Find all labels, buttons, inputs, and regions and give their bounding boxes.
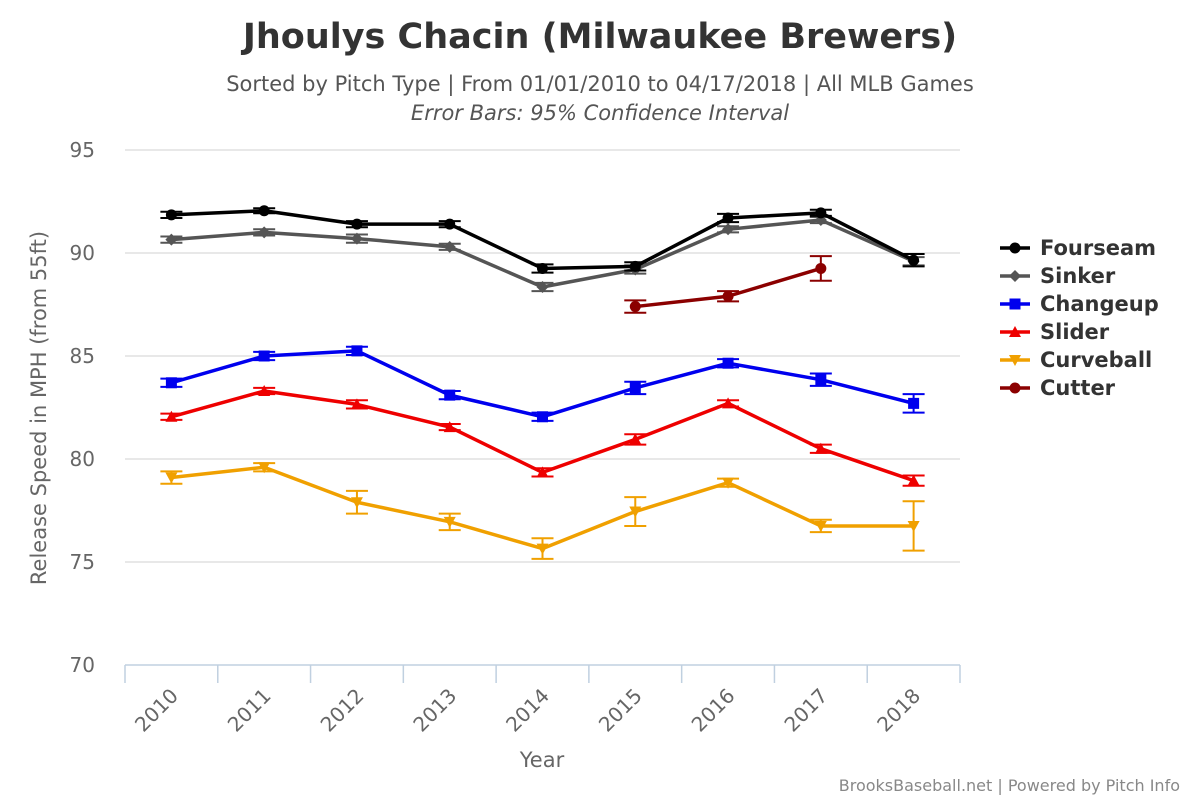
- data-point[interactable]: [814, 520, 827, 532]
- data-point[interactable]: [165, 209, 177, 221]
- data-point[interactable]: [629, 260, 641, 272]
- series-curveball: [160, 462, 925, 560]
- data-point[interactable]: [165, 410, 178, 422]
- legend-label: Cutter: [1040, 376, 1116, 400]
- x-tick-label: 2015: [594, 684, 647, 737]
- data-point[interactable]: [536, 543, 549, 555]
- y-tick-label: 80: [70, 447, 95, 471]
- data-point[interactable]: [722, 223, 735, 236]
- legend-marker[interactable]: [1009, 298, 1021, 310]
- data-point[interactable]: [165, 233, 178, 246]
- data-point[interactable]: [537, 411, 548, 423]
- y-tick-label: 75: [70, 550, 95, 574]
- legend-label: Changeup: [1040, 292, 1159, 316]
- legend-marker[interactable]: [1009, 270, 1021, 282]
- data-point[interactable]: [444, 389, 456, 401]
- data-point[interactable]: [258, 350, 270, 362]
- data-point[interactable]: [629, 506, 642, 518]
- legend-label: Sinker: [1040, 264, 1116, 288]
- legend-item-cutter[interactable]: Cutter: [1000, 376, 1116, 400]
- data-point[interactable]: [350, 398, 363, 410]
- y-tick-label: 70: [70, 653, 95, 677]
- legend-label: Slider: [1040, 320, 1110, 344]
- x-tick-label: 2011: [223, 684, 276, 737]
- credit-text[interactable]: BrooksBaseball.net | Powered by Pitch In…: [839, 776, 1180, 795]
- legend-marker[interactable]: [1009, 326, 1021, 337]
- data-point[interactable]: [722, 397, 735, 409]
- x-tick-label: 2016: [687, 684, 740, 737]
- data-point[interactable]: [443, 240, 456, 253]
- data-point[interactable]: [536, 466, 549, 478]
- series-line: [170, 349, 915, 419]
- data-point[interactable]: [258, 462, 271, 474]
- series-cutter: [624, 255, 832, 314]
- series-line: [171, 209, 915, 271]
- chart-title: Jhoulys Chacin (Milwaukee Brewers): [241, 17, 957, 57]
- legend-marker[interactable]: [1009, 382, 1021, 394]
- data-point[interactable]: [722, 477, 735, 489]
- data-point[interactable]: [722, 212, 734, 224]
- series-layer: [160, 205, 925, 560]
- data-point[interactable]: [722, 290, 734, 302]
- legend-label: Fourseam: [1040, 236, 1156, 260]
- legend-item-fourseam[interactable]: Fourseam: [1000, 236, 1156, 260]
- series-fourseam: [160, 205, 925, 274]
- data-point[interactable]: [907, 520, 920, 532]
- legend-item-sinker[interactable]: Sinker: [1000, 264, 1116, 288]
- y-tick-label: 95: [70, 138, 95, 162]
- chart-subtitle: Sorted by Pitch Type | From 01/01/2010 t…: [226, 72, 974, 97]
- data-point[interactable]: [908, 397, 920, 409]
- series-slider: [160, 385, 925, 487]
- chart-subtitle-error-bars: Error Bars: 95% Confidence Interval: [411, 101, 789, 125]
- data-point[interactable]: [258, 205, 270, 217]
- data-point[interactable]: [814, 442, 827, 454]
- x-tick-label: 2010: [130, 684, 183, 737]
- legend-item-slider[interactable]: Slider: [1000, 320, 1110, 344]
- data-point[interactable]: [629, 301, 641, 313]
- data-point[interactable]: [258, 385, 271, 397]
- data-point[interactable]: [722, 357, 734, 369]
- data-point[interactable]: [350, 497, 363, 509]
- x-tick-label: 2014: [501, 684, 554, 737]
- data-point[interactable]: [537, 262, 548, 274]
- x-tick-label: 2017: [779, 684, 832, 737]
- data-point[interactable]: [815, 374, 827, 386]
- y-axis: 70 75 80 85 90 95: [70, 138, 95, 677]
- series-changeup: [160, 345, 925, 423]
- legend-item-changeup[interactable]: Changeup: [1000, 292, 1159, 316]
- x-axis: 2010 2011 2012 2013 2014 2015 2016 2017 2018: [124, 664, 961, 737]
- data-point[interactable]: [258, 226, 271, 239]
- data-point[interactable]: [351, 345, 363, 357]
- data-point[interactable]: [815, 207, 827, 219]
- data-point[interactable]: [351, 218, 363, 230]
- legend-label: Curveball: [1040, 348, 1152, 372]
- x-tick-label: 2012: [316, 684, 369, 737]
- data-point[interactable]: [907, 474, 920, 486]
- data-point[interactable]: [165, 472, 178, 484]
- data-point[interactable]: [629, 382, 641, 394]
- data-point[interactable]: [815, 262, 827, 274]
- x-axis-title: Year: [519, 748, 565, 772]
- y-tick-label: 90: [70, 241, 95, 265]
- legend-marker[interactable]: [1009, 242, 1021, 254]
- series-line: [171, 465, 914, 551]
- legend-item-curveball[interactable]: Curveball: [1000, 348, 1152, 372]
- x-tick-label: 2013: [408, 684, 461, 737]
- y-axis-title: Release Speed in MPH (from 55ft): [27, 231, 51, 585]
- data-point[interactable]: [536, 280, 549, 293]
- y-tick-label: 85: [70, 344, 95, 368]
- x-tick-label: 2018: [872, 684, 925, 737]
- data-point[interactable]: [444, 218, 456, 230]
- data-point[interactable]: [350, 232, 363, 245]
- legend[interactable]: Fourseam Sinker Changeup Slider Curveball Cut…: [1000, 236, 1159, 400]
- data-point[interactable]: [908, 254, 920, 266]
- data-point[interactable]: [443, 516, 456, 528]
- data-point[interactable]: [443, 421, 456, 433]
- data-point[interactable]: [629, 433, 642, 445]
- data-point[interactable]: [165, 377, 177, 389]
- legend-marker[interactable]: [1009, 355, 1021, 366]
